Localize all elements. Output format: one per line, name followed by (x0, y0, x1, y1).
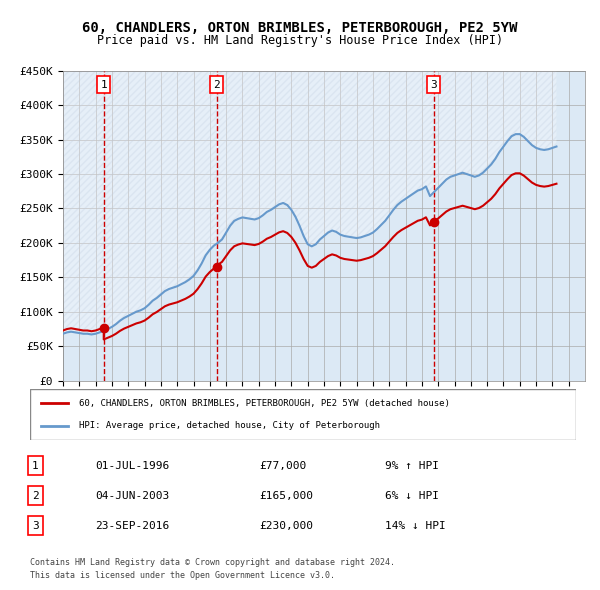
Text: 3: 3 (32, 521, 39, 531)
Text: HPI: Average price, detached house, City of Peterborough: HPI: Average price, detached house, City… (79, 421, 380, 430)
Text: This data is licensed under the Open Government Licence v3.0.: This data is licensed under the Open Gov… (30, 571, 335, 579)
Text: £230,000: £230,000 (259, 521, 313, 531)
Text: Contains HM Land Registry data © Crown copyright and database right 2024.: Contains HM Land Registry data © Crown c… (30, 558, 395, 566)
Text: 60, CHANDLERS, ORTON BRIMBLES, PETERBOROUGH, PE2 5YW (detached house): 60, CHANDLERS, ORTON BRIMBLES, PETERBORO… (79, 399, 450, 408)
Text: 6% ↓ HPI: 6% ↓ HPI (385, 491, 439, 501)
Text: £77,000: £77,000 (259, 461, 307, 471)
Text: 2: 2 (32, 491, 39, 501)
Text: £165,000: £165,000 (259, 491, 313, 501)
FancyBboxPatch shape (30, 389, 576, 440)
Text: 9% ↑ HPI: 9% ↑ HPI (385, 461, 439, 471)
Text: 60, CHANDLERS, ORTON BRIMBLES, PETERBOROUGH, PE2 5YW: 60, CHANDLERS, ORTON BRIMBLES, PETERBORO… (82, 21, 518, 35)
Text: 1: 1 (32, 461, 39, 471)
Text: 04-JUN-2003: 04-JUN-2003 (95, 491, 170, 501)
Text: 14% ↓ HPI: 14% ↓ HPI (385, 521, 446, 531)
Text: 3: 3 (430, 80, 437, 90)
Text: 2: 2 (214, 80, 220, 90)
Text: 01-JUL-1996: 01-JUL-1996 (95, 461, 170, 471)
Text: Price paid vs. HM Land Registry's House Price Index (HPI): Price paid vs. HM Land Registry's House … (97, 34, 503, 47)
Text: 1: 1 (100, 80, 107, 90)
Text: 23-SEP-2016: 23-SEP-2016 (95, 521, 170, 531)
